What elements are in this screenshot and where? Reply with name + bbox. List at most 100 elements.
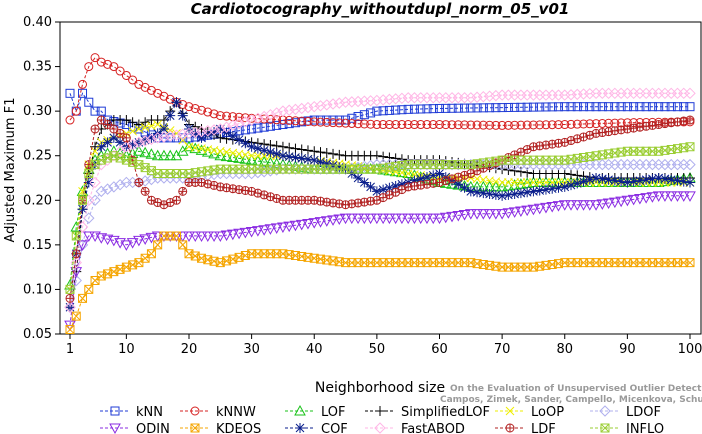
data-point-ODIN — [283, 221, 296, 233]
data-point-COF — [515, 188, 526, 199]
data-point-COF — [215, 123, 226, 134]
data-point-kNNW — [485, 120, 495, 130]
data-point-COF — [591, 173, 602, 183]
data-point-ODIN — [314, 217, 327, 228]
data-point-kNN — [416, 104, 426, 114]
data-point-FastABOD — [389, 93, 402, 105]
data-point-kNNW — [197, 105, 207, 115]
data-point-FastABOD — [383, 93, 396, 106]
data-point-KDEOS — [121, 262, 131, 272]
data-point-INFLO — [71, 231, 81, 241]
data-point-kNN — [328, 115, 338, 125]
data-point-KDEOS — [685, 258, 695, 268]
data-point-COF — [252, 143, 263, 154]
data-point-kNN — [347, 113, 357, 123]
data-point-kNN — [510, 102, 520, 112]
data-point-ODIN — [458, 210, 471, 221]
data-point-ODIN — [590, 200, 602, 211]
data-point-COF — [628, 176, 639, 187]
data-point-kNN — [641, 102, 651, 112]
y-tick-label: 0.40 — [23, 15, 52, 30]
data-point-ODIN — [189, 231, 202, 242]
data-point-ODIN — [627, 194, 640, 206]
data-point-SimplifiedLOF — [290, 143, 301, 154]
data-point-kNNW — [65, 115, 75, 125]
data-point-LDOF — [252, 166, 264, 179]
legend-label-LoOP: LoOP — [531, 405, 564, 420]
legend-item-LOF: LOF — [285, 404, 346, 420]
data-point-ODIN — [126, 238, 139, 249]
data-point-kNN — [635, 102, 645, 112]
legend-marker-KDEOS — [190, 423, 200, 433]
data-point-ODIN — [139, 234, 152, 245]
data-point-SimplifiedLOF — [127, 117, 138, 128]
data-point-kNNW — [453, 120, 463, 130]
data-point-ODIN — [577, 200, 590, 211]
data-point-ODIN — [565, 200, 577, 211]
data-point-FastABOD — [239, 116, 252, 128]
legend-item-LoOP: LoOP — [495, 405, 564, 420]
data-point-kNN — [391, 105, 401, 115]
data-point-COF — [390, 181, 401, 192]
data-point-ODIN — [201, 231, 214, 242]
data-point-ODIN — [133, 235, 145, 247]
data-point-kNNW — [353, 119, 363, 129]
data-point-COF — [647, 173, 658, 184]
data-point-kNNW — [466, 120, 476, 130]
data-point-kNN — [84, 97, 94, 107]
data-point-ODIN — [252, 226, 264, 237]
data-point-FastABOD — [571, 88, 583, 101]
data-point-kNN — [359, 110, 369, 120]
data-point-kNN — [604, 102, 614, 112]
data-point-COF — [171, 97, 182, 108]
data-point-FastABOD — [233, 117, 245, 130]
data-point-FastABOD — [346, 96, 358, 108]
data-point-INFLO — [78, 195, 88, 205]
series-line-KDEOS — [69, 235, 690, 330]
data-point-SimplifiedLOF — [321, 148, 332, 159]
data-point-LOF — [264, 156, 277, 168]
data-point-kNN — [422, 104, 432, 114]
data-point-kNN — [272, 120, 282, 130]
legend-marker-LDF — [505, 423, 515, 433]
data-point-FastABOD — [289, 103, 302, 116]
data-point-COF — [597, 173, 608, 184]
data-point-ODIN — [533, 203, 546, 215]
data-point-ODIN — [345, 213, 358, 225]
x-tick-label: 50 — [369, 342, 386, 357]
data-point-FastABOD — [258, 110, 270, 123]
legend-item-KDEOS: KDEOS — [180, 422, 261, 434]
data-point-COF — [246, 141, 257, 152]
legend-label-FastABOD: FastABOD — [401, 422, 465, 434]
data-point-kNN — [366, 108, 376, 118]
data-point-COF — [522, 187, 533, 198]
data-point-kNNW — [334, 118, 344, 128]
series-line-LoOP — [69, 123, 690, 290]
data-point-ODIN — [446, 211, 458, 223]
x-tick-label: 80 — [556, 342, 573, 357]
data-point-KDEOS — [222, 256, 232, 266]
data-point-kNN — [322, 115, 332, 125]
data-point-ODIN — [640, 193, 653, 204]
legend-item-LDOF: LDOF — [590, 405, 661, 420]
data-point-COF — [490, 189, 501, 200]
data-point-COF — [353, 173, 364, 183]
data-point-COF — [672, 175, 683, 186]
data-point-COF — [302, 154, 313, 165]
data-point-ODIN — [277, 222, 289, 234]
data-point-COF — [603, 174, 614, 185]
series-line-FastABOD — [69, 92, 690, 308]
data-point-ODIN — [646, 192, 659, 203]
data-point-kNNW — [541, 120, 551, 130]
data-point-LDOF — [364, 159, 377, 172]
data-point-kNN — [265, 121, 275, 131]
legend-item-FastABOD: FastABOD — [365, 422, 465, 434]
data-point-KDEOS — [240, 251, 250, 261]
data-point-kNNW — [566, 119, 576, 129]
data-point-COF — [478, 188, 489, 199]
data-point-kNNW — [347, 118, 357, 128]
data-point-kNN — [610, 102, 620, 112]
data-point-LOF — [258, 155, 270, 167]
data-point-COF — [540, 184, 551, 195]
